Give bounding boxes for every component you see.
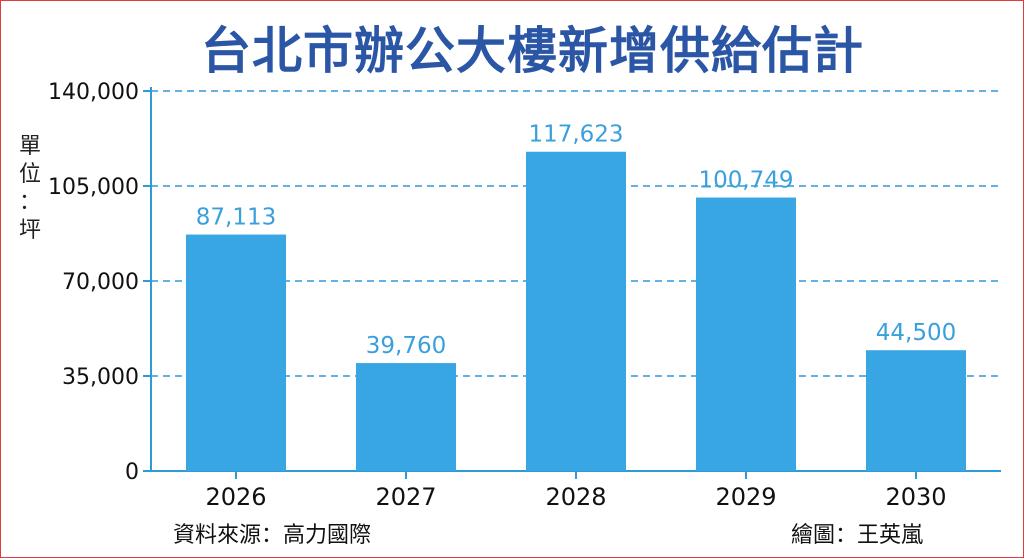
x-tick-label: 2026 bbox=[205, 483, 266, 511]
unit-char: 坪 bbox=[18, 218, 41, 243]
bar bbox=[526, 151, 626, 472]
bar-value-label: 117,623 bbox=[528, 122, 623, 148]
y-tick-label: 105,000 bbox=[48, 175, 139, 200]
bar-value-label: 39,760 bbox=[366, 333, 446, 359]
unit-char: ： bbox=[18, 190, 41, 215]
source-note: 資料來源：高力國際 bbox=[173, 523, 372, 548]
bar bbox=[186, 234, 286, 471]
x-tick-label: 2027 bbox=[375, 483, 436, 511]
bar-value-label: 100,749 bbox=[698, 168, 793, 194]
unit-char: 位 bbox=[18, 162, 41, 187]
x-tick-label: 2029 bbox=[715, 483, 776, 511]
unit-char: 單 bbox=[18, 134, 41, 159]
bar-value-label: 87,113 bbox=[196, 205, 276, 231]
y-tick-label: 0 bbox=[125, 460, 139, 485]
y-tick-label: 70,000 bbox=[62, 270, 139, 295]
bar bbox=[356, 363, 456, 471]
chart-title: 台北市辦公大樓新增供給估計 bbox=[201, 22, 864, 80]
credit-note: 繪圖：王英嵐 bbox=[791, 523, 924, 548]
x-tick-label: 2030 bbox=[885, 483, 946, 511]
bar bbox=[696, 197, 796, 471]
x-tick-label: 2028 bbox=[545, 483, 606, 511]
bar bbox=[866, 350, 966, 471]
unit-label: 單 位 ： 坪 bbox=[15, 133, 45, 263]
y-tick-label: 140,000 bbox=[48, 80, 139, 105]
bar-value-label: 44,500 bbox=[876, 320, 956, 346]
y-tick-label: 35,000 bbox=[62, 365, 139, 390]
